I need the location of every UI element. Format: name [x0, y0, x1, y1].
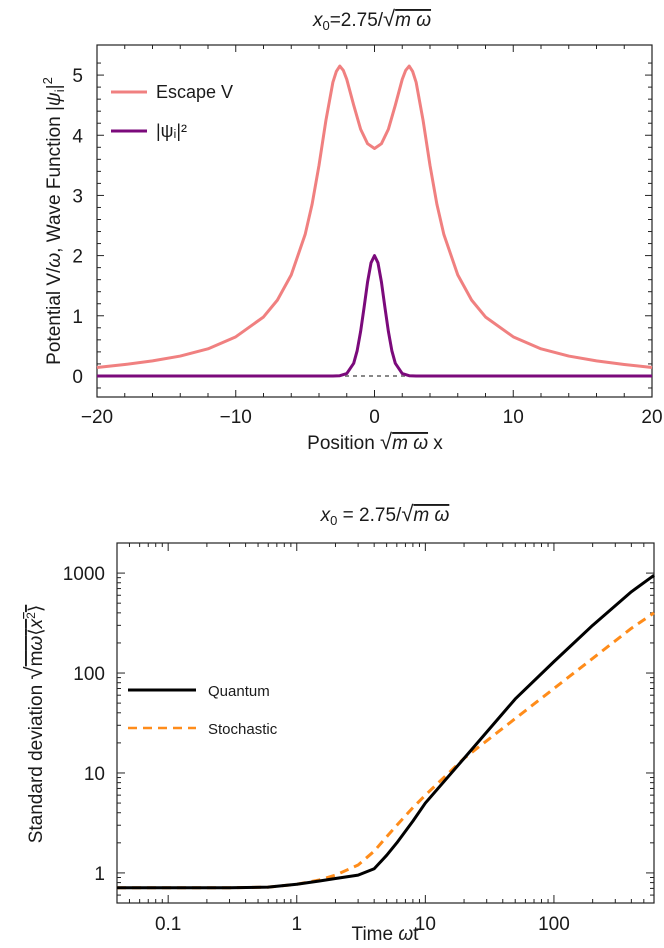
chart2-xlabel: Time ωt [352, 924, 420, 945]
chart2-ytick-label: 10 [84, 764, 105, 785]
chart1-series [96, 64, 653, 378]
chart2-legend: Quantum Stochastic [128, 683, 278, 738]
chart1-legend: Escape V |ψᵢ|² [111, 82, 233, 141]
chart1-xtick-label: 20 [641, 407, 662, 428]
legend-label-escape-v: Escape V [156, 82, 233, 102]
chart2-series [117, 574, 655, 890]
chart1-ytick-label: 3 [72, 186, 83, 207]
legend-label-psi: |ψᵢ|² [156, 121, 187, 141]
series-psi-line [97, 254, 652, 378]
chart2-xtick-label: 1 [291, 914, 302, 935]
chart1-ytick-label: 0 [72, 367, 83, 388]
chart-standard-deviation: x0 = 2.75/√m ω 0.1 1 10 100 1 10 100 1000 Quant… [21, 501, 655, 945]
legend-label-stochastic: Stochastic [208, 721, 278, 738]
chart2-ytick-label: 1 [94, 864, 105, 885]
series-quantum-line [117, 574, 655, 890]
series-escape-v-line [96, 64, 653, 370]
chart1-xtick-label: 0 [369, 407, 380, 428]
chart1-ytick-label: 1 [72, 307, 83, 328]
chart2-xtick-label: 100 [538, 914, 570, 935]
chart2-ticks: 0.1 1 10 100 1 10 100 1000 [63, 542, 655, 935]
chart2-xtick-label: 10 [415, 914, 436, 935]
chart1-ytick-label: 4 [72, 126, 83, 147]
chart1-ticks: −20 −10 0 10 20 0 1 2 3 4 5 [72, 45, 663, 428]
chart1-ylabel: Potential V/ω, Wave Function |ψi|2 [40, 77, 67, 365]
chart2-ytick-label: 1000 [63, 564, 105, 585]
chart2-plot-frame [116, 542, 655, 904]
series-stochastic-line [117, 611, 655, 890]
chart-position-wavefunction: x0=2.75/√m ω −20 −10 0 10 20 0 1 2 3 4 5 Escape V … [40, 6, 663, 454]
chart1-xtick-label: −10 [220, 407, 252, 428]
chart1-ytick-label: 2 [72, 247, 83, 268]
chart2-title: x0 = 2.75/√m ω [320, 501, 450, 528]
chart1-xtick-label: 10 [503, 407, 524, 428]
chart2-xtick-label: 0.1 [155, 914, 181, 935]
chart1-ytick-label: 5 [72, 66, 83, 87]
chart1-xtick-label: −20 [81, 407, 113, 428]
chart1-title: x0=2.75/√m ω [312, 6, 431, 33]
chart2-ylabel: Standard deviation √mω⟨x2⟩ [21, 605, 48, 844]
chart1-xlabel: Position √m ω x [307, 429, 443, 454]
chart2-ytick-label: 100 [73, 664, 105, 685]
legend-label-quantum: Quantum [208, 683, 270, 700]
